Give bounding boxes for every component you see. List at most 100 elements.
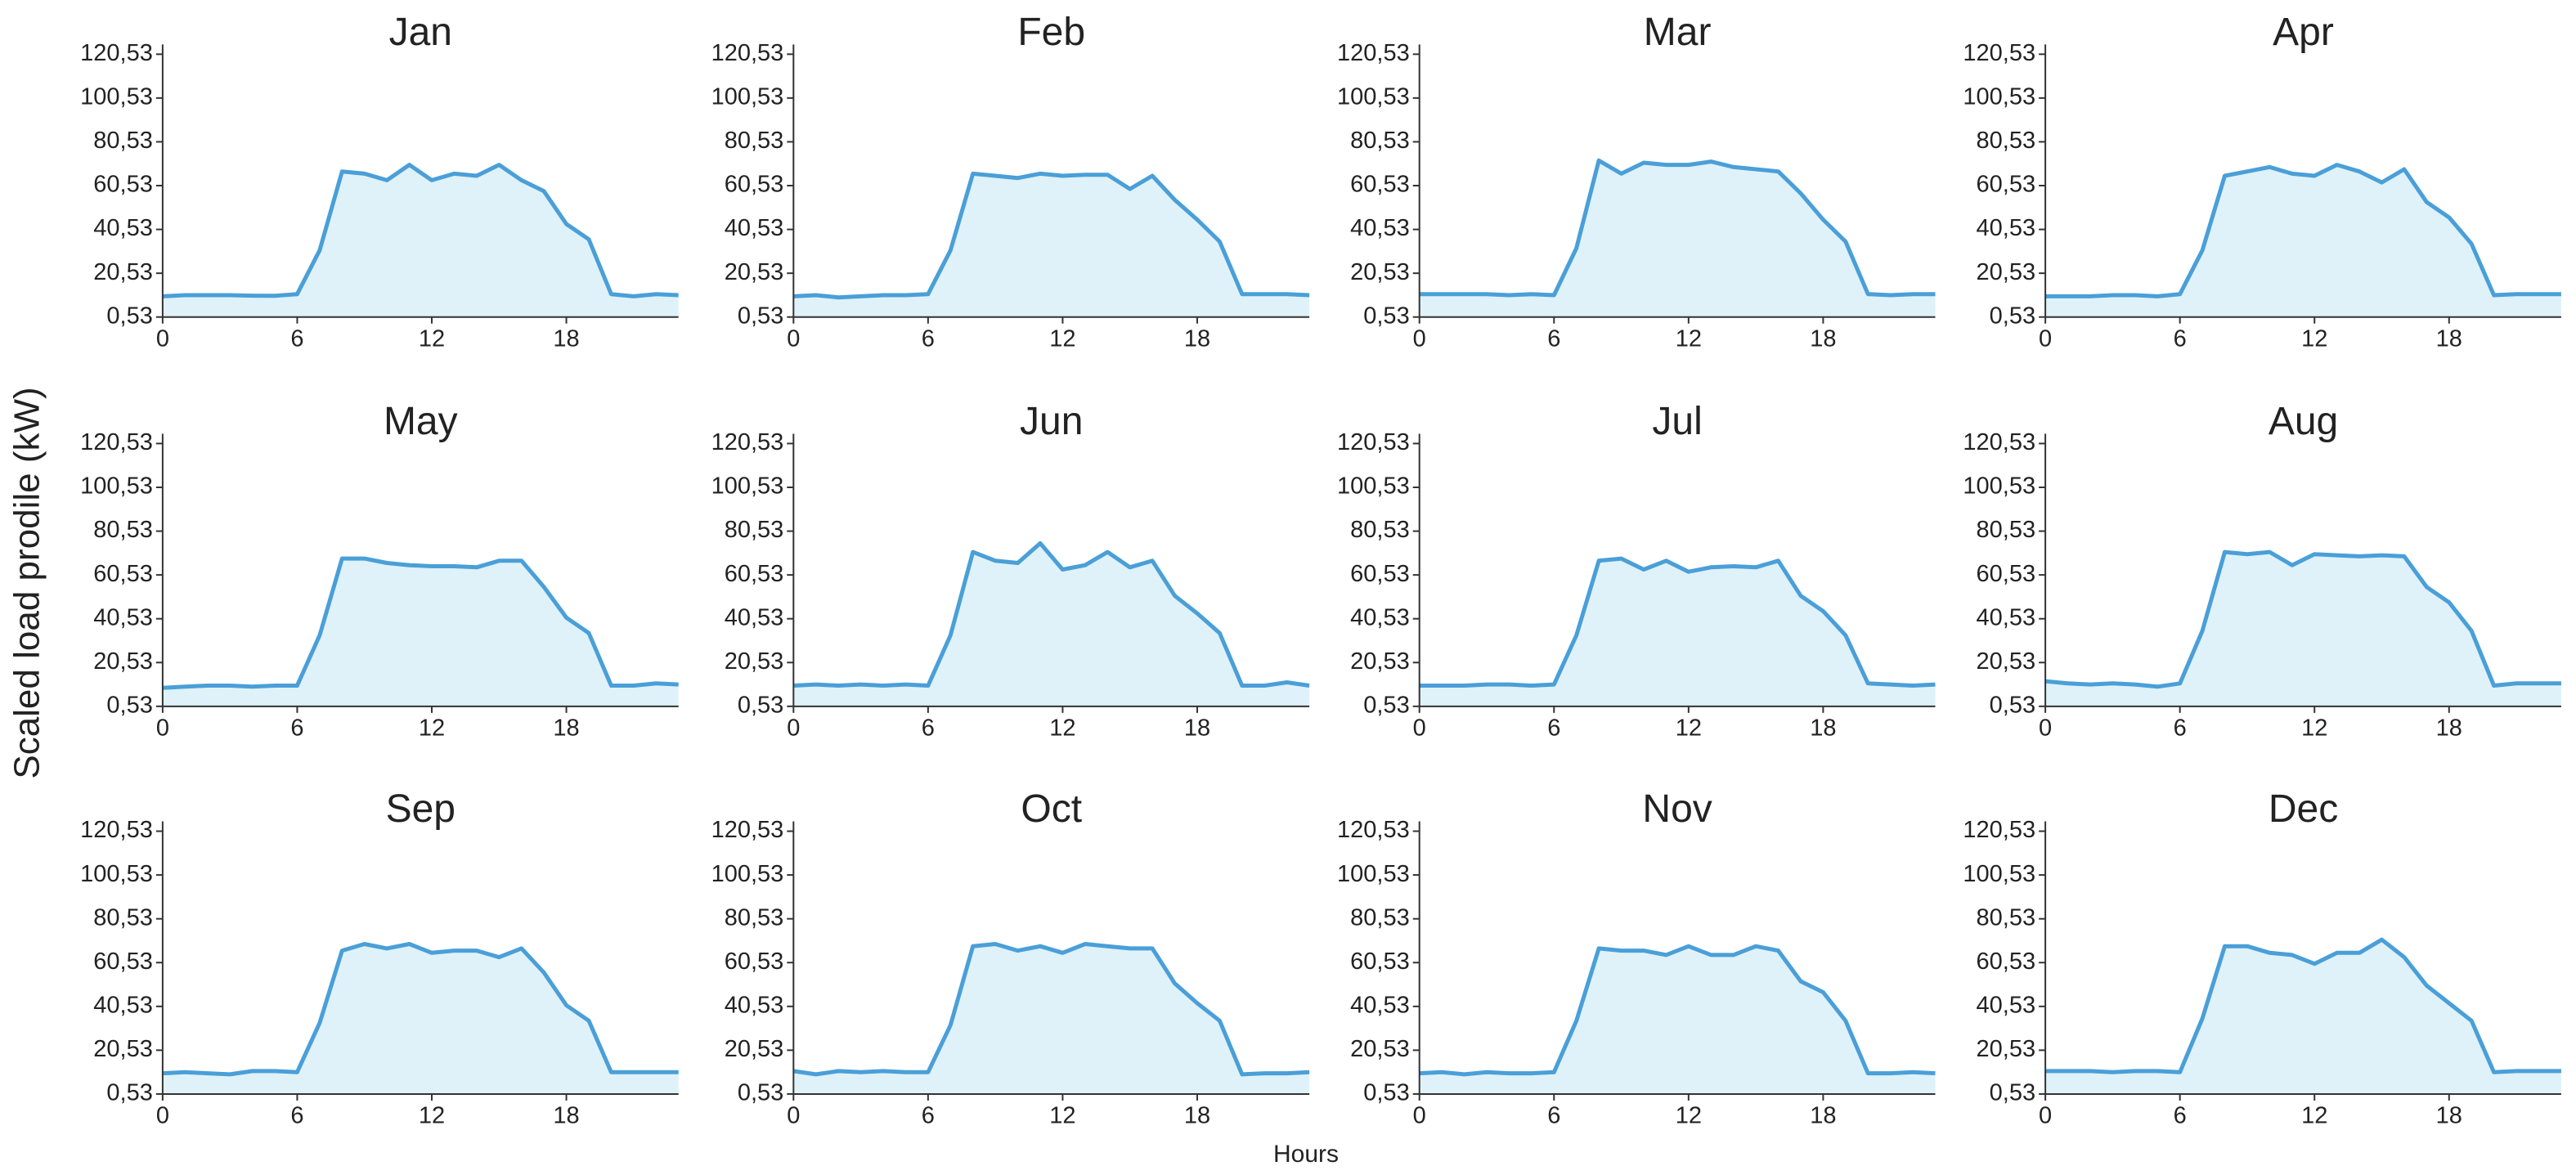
- panel: Aug 0,53 20,53 40,53 60,53 80,53 100,53 120,53 0…: [1963, 400, 2561, 741]
- y-tick-label: 120,53: [80, 817, 153, 843]
- y-tick-label: 20,53: [93, 1036, 153, 1062]
- y-tick-label: 100,53: [80, 84, 153, 110]
- y-tick-label: 100,53: [80, 473, 153, 500]
- x-tick-label: 18: [2436, 325, 2462, 352]
- panel-title: Mar: [1644, 11, 1712, 54]
- y-tick-label: 120,53: [1337, 817, 1410, 843]
- y-tick-label: 60,53: [1350, 172, 1410, 198]
- panel: Apr 0,53 20,53 40,53 60,53 80,53 100,53 120,53 0…: [1963, 11, 2561, 352]
- x-tick-label: 12: [2301, 325, 2327, 352]
- y-tick-label: 100,53: [711, 473, 784, 500]
- y-tick-label: 120,53: [1963, 817, 2035, 843]
- x-tick-label: 12: [1049, 325, 1075, 352]
- panel: Nov 0,53 20,53 40,53 60,53 80,53 100,53 120,53 0…: [1337, 787, 1936, 1129]
- panel-title: Oct: [1021, 787, 1082, 831]
- area-fill: [793, 944, 1310, 1094]
- y-tick-label: 0,53: [738, 303, 783, 329]
- y-tick-label: 120,53: [711, 40, 784, 66]
- y-tick-label: 60,53: [93, 172, 153, 198]
- y-tick-label: 120,53: [1337, 40, 1410, 66]
- line: [2045, 163, 2561, 298]
- y-tick-label: 100,53: [1963, 473, 2035, 500]
- x-tick-label: 6: [922, 715, 935, 741]
- y-axis-label: Scaled load prodile (kW): [7, 387, 47, 778]
- y-tick-label: 20,53: [93, 259, 153, 285]
- x-tick-label: 0: [156, 325, 169, 352]
- y-tick-label: 40,53: [1350, 215, 1410, 241]
- y-tick-label: 40,53: [725, 604, 784, 630]
- y-tick-label: 20,53: [93, 648, 153, 675]
- panel: Feb 0,53 20,53 40,53 60,53 80,53 100,53 120,53 0…: [711, 11, 1310, 352]
- line: [1419, 158, 1936, 298]
- y-tick-label: 20,53: [1977, 648, 2036, 675]
- x-tick-label: 18: [1810, 715, 1836, 741]
- y-tick-label: 60,53: [1977, 172, 2036, 198]
- y-tick-label: 80,53: [93, 128, 153, 154]
- panel-title: Jan: [389, 11, 452, 54]
- y-tick-label: 40,53: [725, 215, 784, 241]
- x-tick-label: 6: [922, 1103, 935, 1129]
- y-tick-label: 80,53: [1350, 904, 1410, 931]
- x-tick-label: 12: [1676, 715, 1702, 741]
- y-tick-label: 80,53: [725, 904, 784, 931]
- x-tick-label: 12: [1676, 1103, 1702, 1129]
- y-tick-label: 80,53: [1977, 128, 2036, 154]
- y-tick-label: 40,53: [1350, 992, 1410, 1018]
- x-tick-label: 18: [1184, 1103, 1210, 1129]
- y-tick-label: 60,53: [725, 172, 784, 198]
- x-tick-label: 6: [2174, 715, 2187, 741]
- y-tick-label: 40,53: [93, 992, 153, 1018]
- y-tick-label: 0,53: [1363, 1080, 1409, 1106]
- y-tick-label: 80,53: [93, 904, 153, 931]
- line: [1419, 944, 1936, 1077]
- x-tick-label: 12: [2301, 1103, 2327, 1129]
- y-tick-label: 20,53: [1977, 259, 2036, 285]
- y-tick-label: 20,53: [1977, 1036, 2036, 1062]
- y-tick-label: 0,53: [1363, 303, 1409, 329]
- x-tick-label: 6: [290, 1103, 303, 1129]
- x-axis-label: Hours: [1273, 1141, 1339, 1168]
- x-tick-label: 18: [1810, 1103, 1836, 1129]
- x-tick-label: 6: [2174, 1103, 2187, 1129]
- y-tick-label: 40,53: [1350, 604, 1410, 630]
- panel: May 0,53 20,53 40,53 60,53 80,53 100,53 120,53 0…: [80, 400, 679, 741]
- x-tick-label: 18: [1184, 715, 1210, 741]
- x-tick-label: 0: [1413, 325, 1426, 352]
- x-tick-label: 6: [922, 325, 935, 352]
- panel: Sep 0,53 20,53 40,53 60,53 80,53 100,53 120,53 0…: [80, 787, 679, 1129]
- x-tick-label: 6: [1547, 715, 1560, 741]
- x-tick-label: 18: [553, 325, 579, 352]
- line: [2044, 549, 2561, 689]
- panel: Dec 0,53 20,53 40,53 60,53 80,53 100,53 120,53 0…: [1963, 787, 2561, 1129]
- y-tick-label: 20,53: [725, 1036, 784, 1062]
- x-tick-label: 12: [1049, 715, 1075, 741]
- area-fill: [2045, 164, 2561, 317]
- y-tick-label: 100,53: [1337, 861, 1410, 887]
- panel: Jan 0,53 20,53 40,53 60,53 80,53 100,53 120,53 0…: [80, 11, 679, 352]
- y-tick-label: 60,53: [1977, 561, 2036, 587]
- y-tick-label: 120,53: [1337, 429, 1410, 455]
- area-fill: [793, 173, 1310, 317]
- x-tick-label: 18: [553, 715, 579, 741]
- y-tick-label: 100,53: [80, 861, 153, 887]
- line: [162, 556, 679, 690]
- y-tick-label: 20,53: [1350, 259, 1410, 285]
- panel-title: Sep: [386, 787, 456, 831]
- y-tick-label: 80,53: [725, 517, 784, 543]
- y-tick-label: 40,53: [93, 215, 153, 241]
- y-tick-label: 100,53: [711, 861, 784, 887]
- line: [792, 942, 1310, 1077]
- x-tick-label: 12: [419, 1103, 445, 1129]
- y-tick-label: 0,53: [1990, 692, 2035, 718]
- panel-title: Apr: [2273, 11, 2334, 54]
- area-fill: [1419, 160, 1936, 317]
- x-tick-label: 18: [2436, 715, 2462, 741]
- line: [1419, 556, 1936, 688]
- x-tick-label: 12: [1676, 325, 1702, 352]
- y-tick-label: 100,53: [1337, 84, 1410, 110]
- y-tick-label: 60,53: [1350, 561, 1410, 587]
- line: [793, 171, 1310, 300]
- area-fill: [1419, 558, 1936, 706]
- line: [2045, 937, 2561, 1074]
